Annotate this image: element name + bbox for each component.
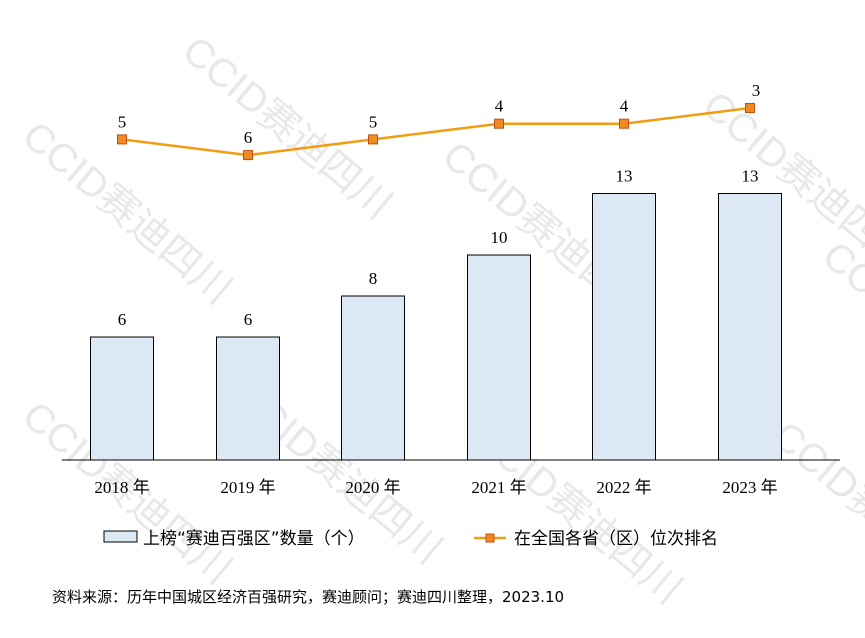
bar <box>90 336 154 461</box>
x-tick-label: 2021 年 <box>471 478 526 497</box>
watermark-text: CCID赛迪四川 <box>174 28 400 227</box>
line-value-labels: 5 6 5 4 4 3 <box>118 81 761 147</box>
bar <box>467 254 531 461</box>
x-tick-labels: 2018 年 2019 年 2020 年 2021 年 2022 年 2023 年 <box>94 478 777 497</box>
bar-value-labels: 6 6 8 10 13 13 <box>118 167 759 330</box>
source-note: 资料来源：历年中国城区经济百强研究，赛迪顾问；赛迪四川整理，2023.10 <box>52 588 565 606</box>
line-point <box>494 118 504 129</box>
x-tick-label: 2020 年 <box>345 478 400 497</box>
bar <box>592 193 656 461</box>
legend: 上榜“赛迪百强区”数量（个） 在全国各省（区）位次排名 <box>103 528 718 549</box>
bar-value-label: 6 <box>244 310 253 329</box>
x-tick-label: 2022 年 <box>596 478 651 497</box>
bar <box>718 193 782 461</box>
line-series <box>117 103 755 161</box>
legend-swatch-marker <box>485 533 495 543</box>
x-tick-label: 2023 年 <box>722 478 777 497</box>
legend-label-bar: 上榜“赛迪百强区”数量（个） <box>143 528 365 549</box>
line-point <box>368 134 378 145</box>
bar <box>341 295 405 461</box>
bar-value-label: 8 <box>369 269 378 288</box>
line-point <box>117 134 127 145</box>
bar-value-label: 10 <box>491 228 508 247</box>
x-tick-label: 2019 年 <box>220 478 275 497</box>
bar-value-label: 13 <box>742 167 759 186</box>
line-point <box>243 150 253 161</box>
bar <box>216 336 280 461</box>
line-value-label: 6 <box>244 128 253 147</box>
bar-value-label: 13 <box>616 167 633 186</box>
x-tick-label: 2018 年 <box>94 478 149 497</box>
legend-label-line: 在全国各省（区）位次排名 <box>514 529 718 549</box>
bar-value-label: 6 <box>118 310 127 329</box>
line-value-label: 3 <box>752 81 761 100</box>
line-path <box>121 106 751 157</box>
line-value-label: 5 <box>118 112 127 131</box>
watermark-text: CCID赛迪四川 <box>814 233 865 432</box>
line-value-label: 4 <box>495 97 504 116</box>
legend-swatch-bar <box>103 530 138 543</box>
bar-series <box>90 193 782 461</box>
line-value-label: 5 <box>369 112 378 131</box>
watermark-text: CCID赛迪四川 <box>14 113 240 312</box>
line-value-label: 4 <box>620 97 629 116</box>
line-point <box>619 118 629 129</box>
line-point <box>745 103 755 113</box>
